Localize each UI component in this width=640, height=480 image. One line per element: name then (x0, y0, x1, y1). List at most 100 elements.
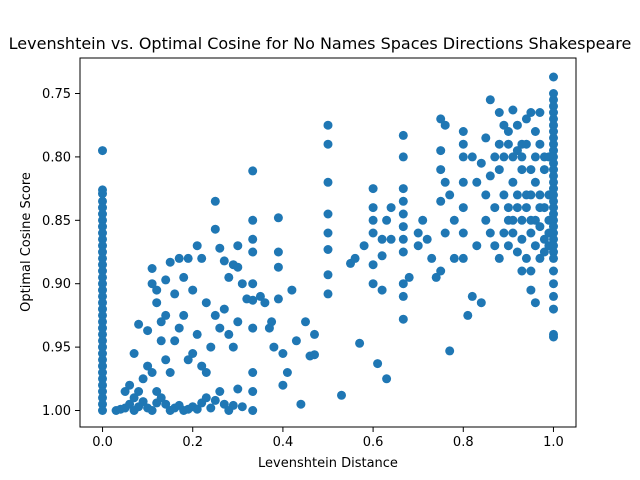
axes-layer: 0.0 0.2 0.4 0.6 0.8 1.0 0.75 0.80 0.85 0.90 0.95 1.… (42, 57, 577, 450)
data-point (237, 279, 247, 289)
data-point (549, 72, 558, 82)
data-point (377, 251, 387, 261)
data-point (398, 247, 408, 257)
data-point (549, 165, 558, 175)
data-point (98, 196, 107, 206)
x-tick-label: 0.0 (92, 435, 113, 450)
data-point (219, 304, 229, 314)
data-point (134, 387, 144, 396)
data-point (98, 355, 107, 365)
data-point (503, 203, 513, 213)
data-point (481, 215, 491, 225)
data-point (476, 298, 486, 308)
data-point (404, 272, 414, 282)
data-point (539, 234, 549, 244)
data-point (197, 253, 207, 263)
data-point (228, 342, 238, 352)
data-point (530, 215, 540, 225)
data-point (125, 399, 135, 409)
data-point (156, 336, 166, 346)
data-point (156, 393, 166, 403)
data-point (512, 203, 522, 213)
data-point (499, 228, 509, 238)
y-tick-label: 0.95 (42, 341, 71, 356)
data-point (549, 332, 558, 342)
data-point (170, 336, 180, 346)
data-point (98, 285, 107, 295)
data-point (549, 291, 558, 301)
data-point (192, 404, 202, 414)
data-point (413, 228, 423, 238)
data-point (436, 146, 446, 156)
data-point (445, 190, 455, 200)
data-point (398, 291, 408, 301)
data-point (170, 289, 180, 299)
data-point (143, 326, 153, 336)
data-point (449, 215, 459, 225)
data-point (377, 285, 387, 295)
data-point (458, 152, 468, 162)
x-tick-label: 0.2 (182, 435, 203, 450)
data-point (472, 177, 482, 187)
data-point (165, 368, 175, 377)
data-point (98, 374, 107, 384)
data-point (210, 224, 220, 234)
data-point (98, 304, 107, 314)
data-point (549, 127, 558, 136)
data-point (535, 253, 545, 263)
data-point (98, 189, 107, 199)
data-point (549, 253, 558, 263)
data-point (323, 289, 333, 299)
data-point (188, 349, 198, 358)
data-point (549, 228, 558, 238)
data-point (517, 234, 527, 244)
data-point (147, 264, 157, 273)
data-point (273, 294, 283, 304)
data-point (427, 253, 437, 263)
data-point (549, 101, 558, 111)
data-point (458, 127, 468, 136)
data-point (282, 368, 292, 377)
data-point (233, 384, 243, 394)
data-point (373, 359, 383, 369)
x-tick-label: 0.6 (363, 435, 384, 450)
data-point (201, 298, 211, 308)
data-point (521, 253, 531, 263)
data-point (445, 346, 455, 356)
data-point (530, 152, 540, 162)
data-point (296, 399, 306, 409)
data-point (98, 222, 107, 232)
data-point (494, 108, 504, 117)
data-point (98, 323, 107, 333)
data-point (98, 291, 107, 301)
data-point (161, 355, 171, 365)
data-point (436, 165, 446, 175)
data-point (521, 139, 531, 149)
data-point (549, 89, 558, 98)
data-point (98, 361, 107, 371)
data-point (323, 228, 333, 238)
data-point (549, 171, 558, 181)
data-point (152, 285, 162, 295)
data-point (147, 406, 157, 415)
data-point (98, 241, 107, 251)
data-point (98, 234, 107, 244)
data-point (512, 146, 522, 156)
y-axis-label: Optimal Cosine Score (19, 172, 34, 312)
data-point (174, 253, 184, 263)
data-point (386, 234, 396, 244)
data-point (301, 317, 310, 327)
data-point (125, 380, 135, 390)
data-point (98, 260, 107, 270)
y-tick-label: 0.90 (42, 277, 71, 292)
data-point (368, 260, 378, 270)
data-point (255, 291, 265, 301)
data-point (494, 253, 504, 263)
data-point (248, 215, 258, 225)
data-point (490, 152, 500, 162)
data-point (440, 120, 450, 130)
data-point (248, 295, 258, 305)
data-point (499, 120, 509, 130)
data-point (323, 270, 333, 280)
data-point (526, 228, 536, 238)
